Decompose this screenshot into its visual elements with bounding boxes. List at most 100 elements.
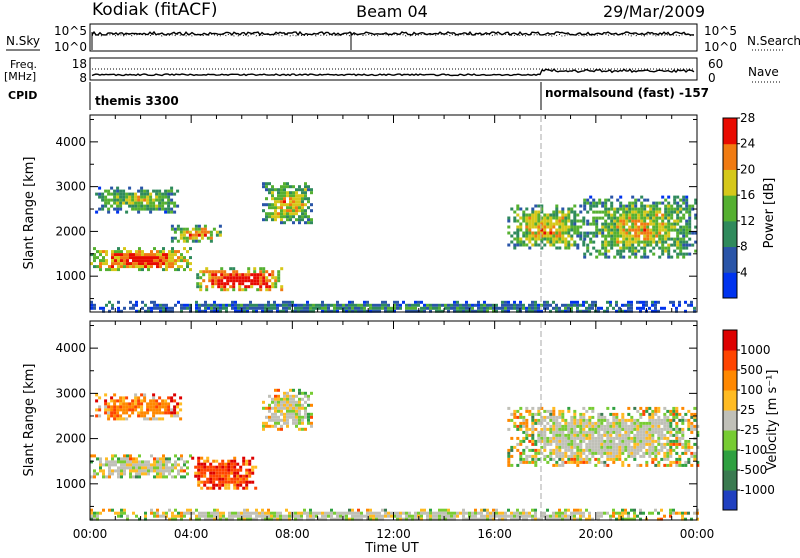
data-cell <box>576 306 579 310</box>
data-cell <box>214 270 218 274</box>
data-cell <box>298 412 301 416</box>
data-cell <box>114 460 117 464</box>
data-cell <box>280 427 283 431</box>
data-cell <box>165 262 168 266</box>
data-cell <box>471 303 474 307</box>
data-cell <box>279 517 282 521</box>
data-cell <box>597 451 601 455</box>
data-cell <box>604 234 608 238</box>
data-cell <box>558 514 561 518</box>
data-cell <box>298 209 301 213</box>
data-cell <box>528 246 532 250</box>
data-cell <box>642 300 645 304</box>
data-cell <box>636 430 640 434</box>
data-cell <box>543 439 547 443</box>
data-cell <box>664 249 668 253</box>
data-cell <box>161 411 165 415</box>
data-cell <box>393 300 396 304</box>
data-cell <box>153 511 156 515</box>
data-cell <box>203 459 207 463</box>
data-cell <box>321 300 324 304</box>
data-cell <box>681 436 685 440</box>
data-cell <box>579 412 583 416</box>
data-cell <box>165 466 168 470</box>
data-cell <box>196 276 200 280</box>
data-cell <box>618 457 622 461</box>
data-cell <box>567 427 571 431</box>
data-cell <box>474 309 477 313</box>
data-cell <box>615 442 619 446</box>
data-cell <box>304 203 307 207</box>
data-cell <box>104 408 108 412</box>
data-cell <box>555 511 558 515</box>
data-cell <box>600 424 604 428</box>
data-cell <box>307 206 310 210</box>
data-cell <box>640 240 644 244</box>
data-cell <box>645 460 649 464</box>
data-cell <box>591 436 595 440</box>
data-cell <box>159 475 162 479</box>
data-cell <box>516 303 519 307</box>
data-cell <box>501 517 504 521</box>
data-cell <box>679 216 683 220</box>
data-cell <box>616 234 620 238</box>
data-cell <box>195 306 198 310</box>
data-cell <box>585 433 589 437</box>
data-cell <box>233 486 237 490</box>
data-cell <box>579 514 582 518</box>
data-cell <box>213 511 216 515</box>
data-cell <box>619 195 623 199</box>
data-cell <box>333 303 336 307</box>
data-cell <box>627 430 631 434</box>
data-cell <box>684 511 687 515</box>
data-cell <box>285 309 288 313</box>
data-cell <box>417 300 420 304</box>
data-cell <box>186 508 189 512</box>
data-cell <box>295 206 298 210</box>
data-cell <box>288 306 291 310</box>
data-cell <box>271 415 274 419</box>
data-cell <box>209 486 213 490</box>
data-cell <box>286 424 289 428</box>
data-cell <box>640 201 644 205</box>
data-cell <box>280 400 283 404</box>
data-cell <box>384 303 387 307</box>
data-cell <box>102 309 105 313</box>
data-cell <box>682 198 686 202</box>
data-cell <box>122 402 126 406</box>
data-cell <box>420 517 423 521</box>
data-cell <box>216 306 219 310</box>
data-cell <box>171 265 174 269</box>
data-cell <box>501 300 504 304</box>
data-cell <box>630 421 634 425</box>
data-cell <box>606 463 610 467</box>
data-cell <box>224 462 228 466</box>
data-cell <box>606 511 609 515</box>
data-cell <box>242 462 246 466</box>
data-cell <box>639 306 642 310</box>
data-cell <box>676 252 680 256</box>
data-cell <box>271 418 274 422</box>
data-cell <box>643 204 647 208</box>
data-cell <box>228 514 231 518</box>
data-cell <box>579 508 582 512</box>
data-cell <box>220 282 224 286</box>
data-cell <box>150 309 153 313</box>
data-cell <box>522 415 526 419</box>
data-cell <box>678 454 682 458</box>
data-cell <box>534 216 538 220</box>
data-cell <box>99 253 102 257</box>
data-cell <box>174 463 177 467</box>
data-cell <box>534 234 538 238</box>
data-cell <box>156 262 159 266</box>
data-cell <box>676 222 680 226</box>
data-cell <box>621 303 624 307</box>
data-cell <box>162 472 165 476</box>
data-cell <box>663 406 667 410</box>
data-cell <box>615 424 619 428</box>
data-cell <box>622 204 626 208</box>
data-cell <box>528 237 532 241</box>
data-cell <box>616 249 620 253</box>
data-cell <box>651 433 655 437</box>
data-cell <box>663 514 666 518</box>
